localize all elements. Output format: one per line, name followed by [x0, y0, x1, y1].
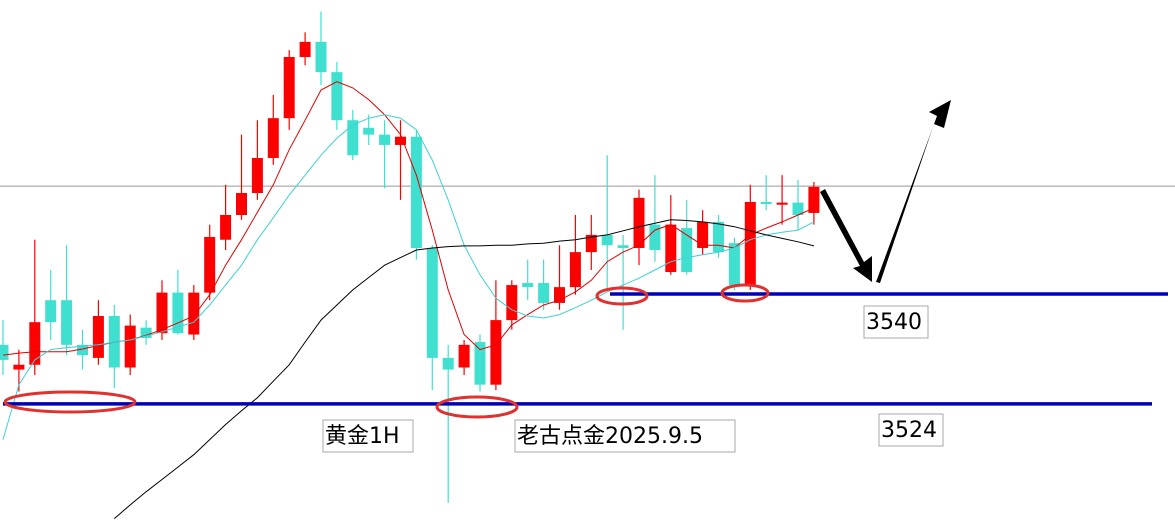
candle-body	[665, 224, 677, 273]
candle-body	[220, 215, 232, 240]
candle-body	[29, 322, 41, 365]
candle-body	[395, 136, 406, 145]
candle-body	[538, 283, 550, 303]
candle-body	[92, 315, 104, 358]
candle-body	[776, 202, 788, 205]
level-label: 3524	[881, 418, 937, 443]
candle-body	[585, 234, 597, 253]
candle-body	[251, 157, 263, 194]
highlight-ellipse	[3, 390, 137, 414]
level-label: 3540	[866, 310, 922, 335]
candle-body	[299, 41, 311, 58]
candle-body	[13, 364, 25, 370]
candle-body	[569, 252, 581, 288]
candle-body	[760, 201, 772, 205]
candle-body	[633, 197, 645, 248]
annotation: 老古点金2025.9.5	[517, 424, 703, 449]
candle-body	[474, 342, 486, 385]
candle-body	[808, 186, 820, 213]
candle-body	[347, 120, 359, 156]
candle-body	[617, 245, 629, 248]
label-layer: 3540 3524 黄金1H 老古点金2025.9.5	[322, 305, 944, 453]
annotation-box	[322, 419, 414, 453]
candle-body	[267, 118, 279, 158]
ma-line	[113, 219, 815, 519]
level-label-box	[878, 413, 944, 447]
arrow-up	[876, 100, 951, 283]
candle-body	[713, 221, 724, 253]
candle-body	[506, 285, 518, 321]
highlight-ellipse	[595, 286, 649, 306]
highlight-ellipse	[720, 283, 770, 303]
highlight-ellipse	[435, 395, 519, 419]
candle-body	[77, 344, 88, 356]
candle-body	[554, 287, 565, 303]
candle-body	[728, 243, 740, 286]
candle-body	[426, 247, 438, 358]
plot-layer	[0, 11, 1168, 519]
candle-body	[379, 134, 391, 145]
candle-body	[522, 283, 534, 288]
candle-body	[315, 41, 327, 73]
candle-body	[140, 327, 152, 338]
candle-body	[61, 300, 73, 345]
candle-body	[363, 127, 375, 135]
candle-body	[236, 193, 247, 216]
candle-body	[188, 292, 200, 335]
candle-body	[204, 236, 216, 293]
ma-line	[2, 114, 815, 440]
candle-body	[124, 325, 136, 368]
candle-body	[792, 202, 804, 216]
annotation: 黄金1H	[325, 424, 400, 449]
candle-body	[0, 344, 9, 360]
candle-body	[410, 136, 422, 248]
candle-body	[172, 292, 184, 334]
candle-body	[697, 221, 709, 248]
candle-body	[156, 292, 168, 334]
candle-body	[458, 344, 470, 368]
ma-line	[2, 81, 815, 356]
candle-body	[601, 234, 613, 246]
annotation-box	[514, 419, 736, 453]
candle-body	[331, 72, 343, 121]
forecast-arrow	[820, 100, 951, 283]
candle-body	[442, 357, 454, 370]
candle-body	[744, 201, 756, 286]
candle-body	[45, 300, 57, 323]
candle-body	[649, 224, 661, 251]
highlight-ellipses	[3, 283, 770, 419]
level-label-box	[863, 305, 929, 339]
candle-body	[490, 320, 502, 385]
candle-body	[681, 228, 693, 273]
arrow-down	[820, 189, 872, 282]
candle-body	[283, 57, 295, 119]
